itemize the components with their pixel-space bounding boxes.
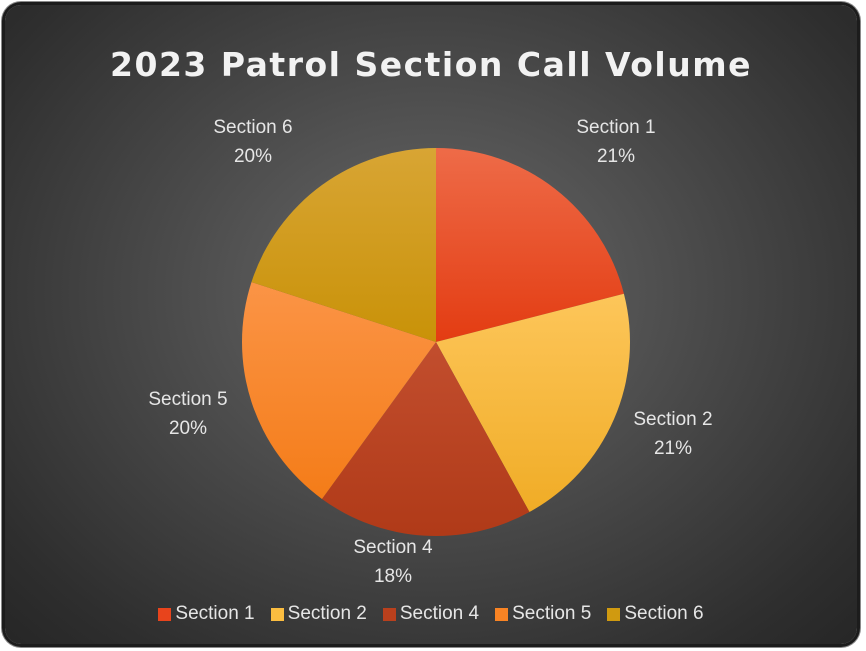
legend-swatch [158, 607, 172, 621]
legend-item: Section 4 [382, 603, 480, 625]
slice-label-percent: 20% [169, 418, 207, 439]
pie-slice-section-4 [321, 342, 530, 536]
slice-label-name: Section 5 [148, 389, 227, 410]
slice-label-percent: 21% [597, 146, 635, 167]
legend-item: Section 1 [158, 603, 255, 625]
slice-label-percent: 18% [374, 566, 412, 587]
legend-swatch [270, 607, 284, 621]
pie-slice-section-2 [436, 293, 630, 513]
pie-slice-section-5 [242, 282, 436, 499]
slice-label-percent: 21% [654, 438, 692, 459]
legend-label: Section 5 [512, 603, 592, 624]
legend-swatch [495, 607, 509, 621]
slice-label-name: Section 4 [353, 537, 433, 558]
legend-swatch [382, 607, 396, 621]
pie-chart: Section 1 21% Section 2 21% Section 4 18% Sect… [148, 117, 712, 587]
legend-label: Section 4 [399, 603, 480, 624]
slice-label-name: Section 1 [576, 117, 655, 138]
legend-label: Section 6 [624, 603, 704, 624]
legend-item: Section 6 [607, 603, 704, 625]
slice-label-percent: 20% [234, 146, 272, 167]
slice-label-name: Section 2 [633, 409, 712, 430]
legend-label: Section 1 [175, 603, 255, 624]
slice-label-name: Section 6 [213, 117, 292, 138]
pie-slice-section-6 [251, 148, 436, 342]
pie-slice-section-1 [436, 148, 624, 342]
legend-swatch [607, 607, 621, 621]
chart-title: 2023 Patrol Section Call Volume [110, 45, 752, 84]
chart-frame: 2023 Patrol Section Call Volume [5, 5, 857, 644]
legend-item: Section 5 [495, 603, 591, 625]
legend-label: Section 2 [287, 603, 367, 624]
legend-item: Section 2 [270, 603, 367, 625]
legend: Section 1 Section 2 Section 4 Section 5 Sect… [5, 603, 857, 625]
